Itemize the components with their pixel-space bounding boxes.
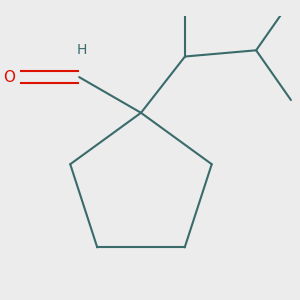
- Text: H: H: [77, 43, 87, 57]
- Text: O: O: [3, 70, 15, 85]
